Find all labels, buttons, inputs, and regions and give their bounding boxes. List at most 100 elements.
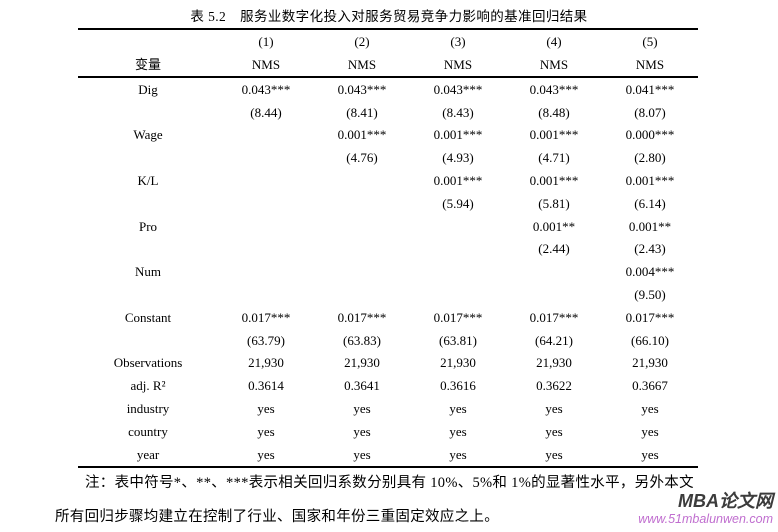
watermark: MBA论文网 www.51mbalunwen.com (638, 491, 773, 526)
table-cell (410, 215, 506, 238)
table-cell (314, 215, 410, 238)
table-cell: (2.43) (634, 241, 666, 257)
table-cell: (66.10) (631, 332, 669, 348)
row-label: Dig (138, 81, 158, 97)
table-cell: 0.000*** (625, 127, 675, 143)
table-cell: yes (545, 423, 563, 439)
table-cell (506, 283, 602, 306)
table-cell: (4.71) (538, 150, 570, 166)
table-cell: (6.14) (634, 195, 666, 211)
table-cell: (63.79) (247, 332, 285, 348)
table-cell: 0.041*** (625, 81, 675, 97)
table-cell: (8.07) (634, 104, 666, 120)
table-cell: (63.81) (439, 332, 477, 348)
table-cell: 0.001** (532, 218, 576, 234)
row-label: industry (126, 401, 170, 417)
table-cell: yes (641, 423, 659, 439)
table-cell: 0.043*** (529, 81, 579, 97)
row-label: adj. R² (130, 378, 166, 394)
table-cell: yes (353, 423, 371, 439)
table-cell: yes (257, 446, 275, 462)
table-cell: 0.001*** (433, 127, 483, 143)
table-cell: yes (257, 401, 275, 417)
table-cell: 0.001*** (529, 173, 579, 189)
note-line-2: 所有回归步骤均建立在控制了行业、国家和年份三重固定效应之上。 (55, 509, 499, 525)
table-cell: yes (449, 401, 467, 417)
table-cell: 0.001*** (625, 173, 675, 189)
table-cell (410, 283, 506, 306)
table-cell: (64.21) (535, 332, 573, 348)
header-variable-label: 变量 (134, 57, 161, 72)
table-cell: (8.43) (442, 104, 474, 120)
table-cell (218, 124, 314, 147)
watermark-site-name: MBA论文网 (678, 491, 773, 511)
row-label (78, 192, 218, 215)
table-cell (314, 283, 410, 306)
table-cell: 0.3667 (632, 378, 668, 394)
column-header: NMS (251, 57, 281, 72)
table-cell: (2.44) (538, 241, 570, 257)
table-cell (218, 260, 314, 283)
table-cell: 21,930 (440, 355, 476, 371)
table-cell: 0.043*** (241, 81, 291, 97)
note-line-1: 注：表中符号*、**、***表示相关回归系数分别具有 10%、5%和 1%的显著… (85, 475, 694, 491)
table-cell (314, 192, 410, 215)
row-label: K/L (137, 173, 159, 189)
table-cell: yes (545, 446, 563, 462)
column-header: (3) (450, 34, 466, 49)
table-cell: yes (353, 446, 371, 462)
table-cell: yes (641, 446, 659, 462)
table-cell: (4.93) (442, 150, 474, 166)
table-cell (218, 146, 314, 169)
table-cell: 0.043*** (337, 81, 387, 97)
table-cell: (8.48) (538, 104, 570, 120)
regression-table: (1) (2) (3) (4) (5) 变量 NMS NMS NMS NMS NMS Dig 0.04… (78, 28, 698, 468)
table-cell: yes (641, 401, 659, 417)
row-label: Num (135, 264, 161, 280)
column-header: NMS (347, 57, 377, 72)
row-label (78, 329, 218, 352)
table-cell: (4.76) (346, 150, 378, 166)
table-cell (218, 283, 314, 306)
column-header: NMS (635, 57, 665, 72)
watermark-site-url: www.51mbalunwen.com (638, 512, 773, 526)
column-header: (4) (546, 34, 562, 49)
row-label: Pro (138, 218, 158, 234)
row-label (78, 101, 218, 124)
table-cell: (5.94) (442, 195, 474, 211)
table-cell: 0.043*** (433, 81, 483, 97)
table-cell (218, 215, 314, 238)
table-cell: 0.3622 (536, 378, 572, 394)
table-cell: 0.017*** (337, 309, 387, 325)
table-cell: 0.017*** (241, 309, 291, 325)
table-cell: 0.001*** (337, 127, 387, 143)
table-cell: yes (449, 446, 467, 462)
table-header: (1) (2) (3) (4) (5) 变量 NMS NMS NMS NMS NMS (78, 30, 698, 78)
table-title: 表 5.2 服务业数字化投入对服务贸易竞争力影响的基准回归结果 (190, 9, 588, 24)
row-label (78, 283, 218, 306)
table-cell (314, 238, 410, 261)
table-cell: (63.83) (343, 332, 381, 348)
column-header: (5) (642, 34, 658, 49)
row-label: Wage (133, 127, 163, 143)
table-cell: 0.004*** (625, 264, 675, 280)
table-cell: 21,930 (344, 355, 380, 371)
table-cell: 0.3641 (344, 378, 380, 394)
table-cell: 0.001** (628, 218, 672, 234)
row-label (78, 146, 218, 169)
table-cell: yes (353, 401, 371, 417)
column-header: (1) (258, 34, 274, 49)
table-cell (218, 192, 314, 215)
table-cell: 0.001*** (529, 127, 579, 143)
row-label: Constant (124, 309, 172, 325)
table-cell: 21,930 (536, 355, 572, 371)
table-cell: 21,930 (632, 355, 668, 371)
table-cell: (8.41) (346, 104, 378, 120)
row-label: country (128, 423, 168, 439)
table-cell: (9.50) (634, 287, 666, 303)
row-label (78, 238, 218, 261)
table-cell (218, 169, 314, 192)
table-cell: 0.001*** (433, 173, 483, 189)
table-body: Dig 0.043*** 0.043*** 0.043*** 0.043*** 0.041… (78, 78, 698, 466)
table-note: 注：表中符号*、**、***表示相关回归系数分别具有 10%、5%和 1%的显著… (55, 466, 755, 532)
